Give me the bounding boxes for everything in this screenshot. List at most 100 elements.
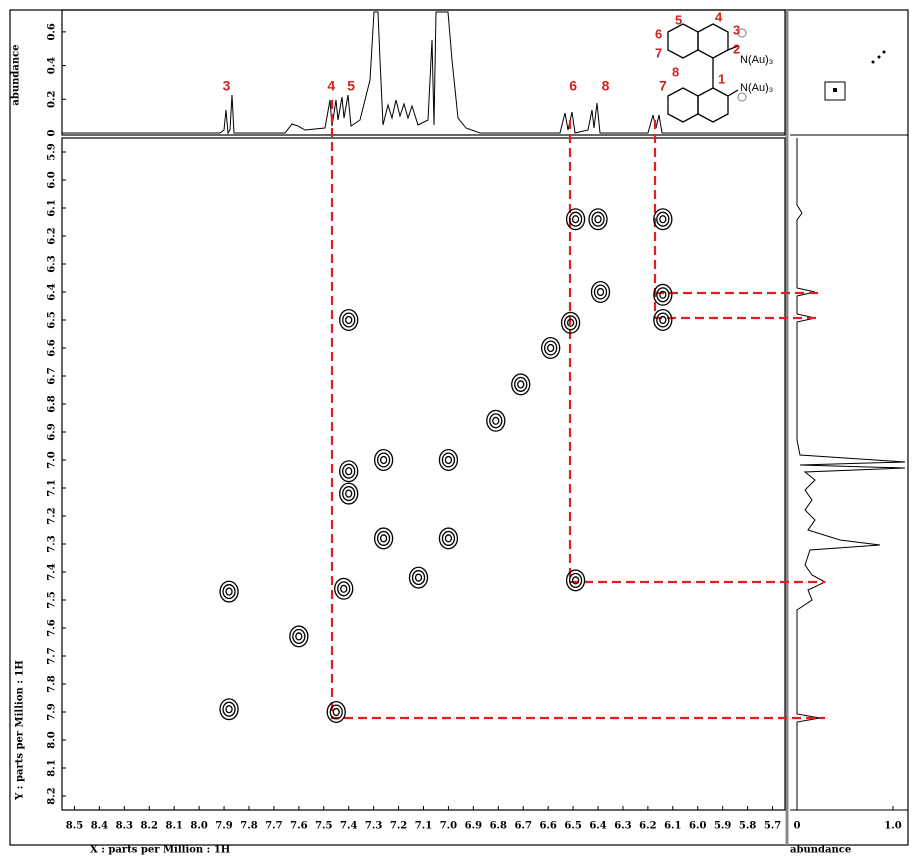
contour <box>441 530 456 546</box>
x-tick-label: 8.1 <box>165 821 182 832</box>
contour <box>225 705 233 714</box>
x-tick-label: 6.5 <box>564 821 581 832</box>
x-tick-label: 6.8 <box>490 821 507 832</box>
y-tick-label: 8.0 <box>47 731 58 748</box>
cross-peak <box>408 566 429 589</box>
cross-peak <box>590 280 611 303</box>
contour <box>511 373 531 396</box>
x-tick-label: 7.5 <box>315 821 332 832</box>
contour <box>565 569 586 592</box>
peak-label: 5 <box>347 78 355 94</box>
x-tick-label: 8.5 <box>66 821 83 832</box>
y-tick-label: 6.1 <box>47 199 58 216</box>
y-tick-label: 6.0 <box>47 171 58 188</box>
contour <box>656 211 670 227</box>
contour <box>588 208 608 231</box>
contour <box>656 312 670 328</box>
molecule-drawing <box>667 23 747 123</box>
contour <box>326 701 346 724</box>
y-tick-label: 6.8 <box>47 395 58 412</box>
cross-peak <box>540 336 561 359</box>
peak-label: 7 <box>659 78 667 94</box>
x-tick-label: 8.4 <box>91 821 108 832</box>
x-tick-label: 8.2 <box>141 821 158 832</box>
substituent: N(Au)₃ <box>740 82 773 94</box>
contour <box>441 452 456 468</box>
contour <box>342 312 356 328</box>
contour <box>659 215 667 224</box>
contour <box>594 215 602 224</box>
contour <box>345 467 353 476</box>
contour <box>337 581 351 597</box>
substituent: N(Au)₃ <box>740 54 773 66</box>
inset-dot <box>833 88 837 92</box>
contour <box>342 486 356 502</box>
peak-label: 8 <box>602 78 610 94</box>
inset-dot <box>877 55 881 59</box>
contour <box>560 311 581 334</box>
cross-peak <box>219 580 239 603</box>
cross-peak <box>653 308 673 331</box>
cross-peak <box>339 482 359 505</box>
x-tick-label: 6.9 <box>465 821 482 832</box>
contour <box>414 573 423 582</box>
contour <box>225 587 233 596</box>
contour <box>444 455 453 465</box>
contour <box>339 482 359 505</box>
contour <box>596 287 605 297</box>
contour <box>376 530 391 546</box>
contour <box>222 701 236 717</box>
contour <box>543 340 558 356</box>
x-tick-label: 6.4 <box>589 821 606 832</box>
cross-peak <box>438 527 459 550</box>
contour <box>329 704 343 720</box>
contour <box>568 211 583 227</box>
y-tick-label: 7.0 <box>47 451 58 468</box>
contour <box>222 584 236 600</box>
x-tick-label: 7.8 <box>240 821 257 832</box>
cross-peak <box>486 409 506 432</box>
contour <box>334 577 354 600</box>
y-tick-label: 7.8 <box>47 675 58 692</box>
y-axis-title: Y : parts per Million : 1H <box>15 660 26 801</box>
atom-label: 7 <box>655 45 662 60</box>
contour <box>492 416 500 425</box>
plot-frame <box>61 137 786 811</box>
contour <box>590 280 611 303</box>
atom-label: 8 <box>672 64 679 79</box>
y-tick-label: 7.2 <box>47 507 58 524</box>
x-tick-label: 5.7 <box>764 821 781 832</box>
right-spectrum <box>796 138 906 810</box>
y-tick-label: 6.5 <box>47 311 58 328</box>
contour <box>444 534 453 543</box>
contour <box>339 460 359 483</box>
peak-label: 3 <box>223 78 231 94</box>
y-tick-label: 8.1 <box>47 759 58 776</box>
x-tick-label: 1.0 <box>884 821 901 832</box>
y-tick-label: 7.6 <box>47 619 58 636</box>
contour <box>571 215 580 224</box>
right-abundance-title: abundance <box>790 845 851 856</box>
x-tick-label: 6.7 <box>515 821 532 832</box>
x-tick-label: 6.0 <box>689 821 706 832</box>
contour <box>340 584 348 593</box>
guides <box>330 100 825 720</box>
contour <box>563 315 578 331</box>
contour <box>514 376 528 392</box>
top-panel-frame <box>61 9 786 136</box>
peak-label: 6 <box>569 78 577 94</box>
y-tick-label: 6.9 <box>47 423 58 440</box>
x-tick-label: 7.6 <box>290 821 307 832</box>
contour <box>540 336 561 359</box>
guide-line <box>330 100 825 720</box>
atom-label: 5 <box>675 12 682 27</box>
y-tick-label: 7.1 <box>47 479 58 496</box>
cross-peak <box>289 625 309 648</box>
contour <box>486 409 506 432</box>
y-tick-label: 6.2 <box>47 227 58 244</box>
cross-peak <box>219 698 239 721</box>
y-tick-label: 5.9 <box>47 143 58 160</box>
contour <box>345 315 353 325</box>
cross-peak <box>560 311 581 334</box>
contour <box>438 448 459 471</box>
